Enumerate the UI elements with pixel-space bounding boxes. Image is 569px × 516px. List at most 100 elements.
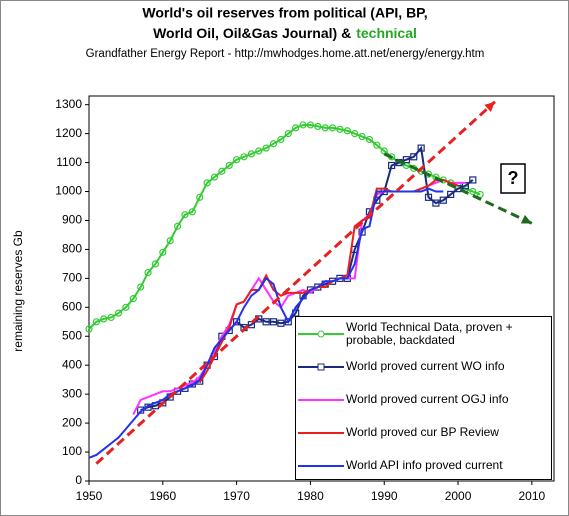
legend-marker xyxy=(317,363,325,370)
legend-swatch xyxy=(298,431,344,434)
point-marker xyxy=(321,124,329,132)
point-marker xyxy=(439,196,447,204)
arrow-head xyxy=(520,214,532,224)
point-marker xyxy=(314,122,322,130)
y-tick-label: 100 xyxy=(62,444,82,458)
plot-frame xyxy=(88,95,555,482)
series-line xyxy=(88,187,444,459)
point-marker xyxy=(336,125,344,133)
y-tick-label: 300 xyxy=(62,386,82,400)
point-marker xyxy=(277,135,285,144)
x-tick-label: 1950 xyxy=(76,489,103,503)
point-marker xyxy=(365,135,374,144)
point-marker xyxy=(233,156,241,164)
point-marker xyxy=(218,167,226,175)
point-marker xyxy=(388,161,396,170)
point-marker xyxy=(410,153,418,161)
legend-label: World proved current OGJ info xyxy=(346,392,509,406)
point-marker xyxy=(151,260,160,268)
x-tick-label: 1980 xyxy=(297,489,324,503)
legend-swatch xyxy=(298,398,344,401)
point-marker xyxy=(203,179,211,187)
point-marker xyxy=(469,176,477,184)
y-tick-label: 700 xyxy=(62,271,82,285)
y-tick-label: 1300 xyxy=(55,97,82,111)
trend-line xyxy=(95,100,496,465)
point-marker xyxy=(284,130,292,138)
point-marker xyxy=(233,318,241,326)
point-marker xyxy=(100,315,108,323)
legend-entry: World proved cur BP Review xyxy=(296,416,551,449)
point-marker xyxy=(262,144,270,152)
point-marker xyxy=(351,130,359,138)
point-marker xyxy=(269,318,278,326)
chart-title: World's oil reserves from political (API… xyxy=(142,5,427,21)
y-tick-label: 600 xyxy=(62,299,82,313)
point-marker xyxy=(196,193,204,201)
point-marker xyxy=(402,156,410,164)
point-marker xyxy=(373,141,381,149)
point-marker xyxy=(277,319,285,327)
legend: World Technical Data, proven + probable,… xyxy=(295,316,552,480)
point-marker xyxy=(247,150,255,158)
point-marker xyxy=(358,132,366,141)
subtitle: Grandfather Energy Report - http://mwhod… xyxy=(86,48,485,60)
title-highlight: technical xyxy=(356,25,417,41)
point-marker xyxy=(85,325,93,333)
point-marker xyxy=(343,127,351,135)
arrow-head xyxy=(484,101,495,112)
x-tick-label: 2010 xyxy=(519,489,546,503)
legend-label: World proved current WO info xyxy=(346,359,505,373)
y-tick-label: 200 xyxy=(62,415,82,429)
point-marker xyxy=(424,193,433,201)
legend-label: World Technical Data, proven + probable,… xyxy=(346,319,513,347)
y-tick-label: 500 xyxy=(62,328,82,342)
point-marker xyxy=(181,211,189,219)
legend-swatch xyxy=(298,464,344,467)
point-marker xyxy=(107,313,115,322)
point-marker xyxy=(166,237,174,245)
point-marker xyxy=(328,124,337,132)
point-marker xyxy=(159,248,167,256)
point-marker xyxy=(299,121,307,129)
x-tick-label: 1970 xyxy=(223,489,250,503)
legend-swatch xyxy=(298,363,344,370)
point-marker xyxy=(240,153,248,161)
y-tick-label: 0 xyxy=(75,473,82,487)
point-marker xyxy=(188,208,196,216)
point-marker xyxy=(114,309,123,317)
y-tick-label: 800 xyxy=(62,242,82,256)
point-marker xyxy=(210,173,219,181)
legend-label: World proved cur BP Review xyxy=(346,425,499,439)
point-marker xyxy=(269,140,278,148)
title-line: World Oil, Oil&Gas Journal) & xyxy=(153,25,351,41)
legend-entry: World proved current OGJ info xyxy=(296,383,551,416)
legend-entry: World Technical Data, proven + probable,… xyxy=(296,317,551,350)
y-tick-label: 1100 xyxy=(56,155,82,169)
y-tick-label: 900 xyxy=(62,213,82,227)
point-marker xyxy=(122,303,130,311)
point-marker xyxy=(292,124,300,132)
legend-entry: World API info proved current xyxy=(296,449,551,482)
point-marker xyxy=(129,295,137,303)
annotation-box xyxy=(500,163,526,194)
y-tick-label: 400 xyxy=(62,357,82,371)
x-tick-label: 1990 xyxy=(371,489,398,503)
point-marker xyxy=(432,199,440,207)
legend-entry: World proved current WO info xyxy=(296,350,551,383)
point-marker xyxy=(173,222,182,230)
point-marker xyxy=(306,121,315,129)
point-marker xyxy=(137,283,145,291)
point-marker xyxy=(255,147,263,155)
point-marker xyxy=(284,318,292,326)
chart-title: World Oil, Oil&Gas Journal) & technical xyxy=(153,25,417,41)
legend-label: World API info proved current xyxy=(346,458,503,472)
x-tick-label: 2000 xyxy=(445,489,472,503)
annotation: ? xyxy=(508,168,519,188)
point-marker xyxy=(262,318,270,326)
point-marker xyxy=(92,318,100,326)
y-tick-label: 1000 xyxy=(55,184,82,198)
y-axis-label: remaining reserves Gb xyxy=(11,230,25,352)
